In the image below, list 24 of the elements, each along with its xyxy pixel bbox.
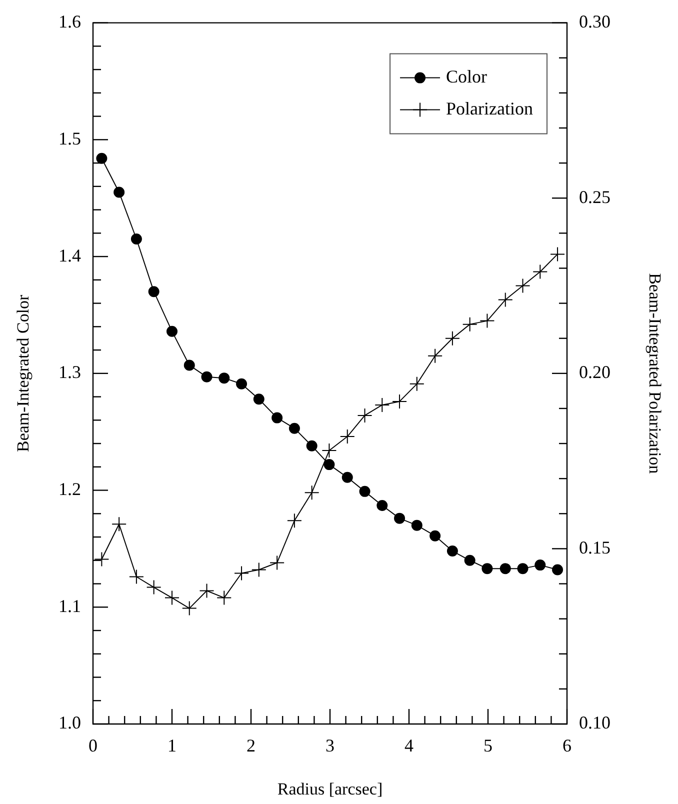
- x-tick-label: 4: [404, 736, 414, 756]
- y2-axis-title: Beam-Integrated Polarization: [645, 273, 664, 474]
- y-tick-label: 1.2: [58, 479, 81, 499]
- x-tick-label: 1: [168, 736, 176, 756]
- x-tick-label: 6: [562, 736, 572, 756]
- y2-tick-label: 0.10: [579, 712, 610, 733]
- x-axis-title: Radius [arcsec]: [277, 779, 383, 798]
- y-tick-label: 1.6: [58, 12, 81, 32]
- legend-label: Polarization: [446, 98, 534, 119]
- y2-tick-label: 0.25: [579, 186, 610, 207]
- x-tick-label: 0: [88, 736, 98, 756]
- x-tick-label: 5: [484, 736, 492, 756]
- y-tick-label: 1.3: [58, 362, 81, 382]
- y2-tick-label: 0.15: [579, 537, 610, 558]
- legend-label: Color: [446, 66, 488, 87]
- y-tick-label: 1.5: [58, 128, 81, 148]
- x-tick-label: 2: [246, 736, 256, 756]
- y-tick-label: 1.4: [58, 245, 81, 266]
- y-tick-label: 1.1: [58, 596, 81, 616]
- y-tick-label: 1.0: [58, 712, 81, 733]
- x-tick-label: 3: [326, 736, 334, 756]
- y2-tick-label: 0.30: [579, 12, 610, 32]
- y2-tick-label: 0.20: [579, 362, 610, 382]
- y-axis-title: Beam-Integrated Color: [14, 294, 33, 452]
